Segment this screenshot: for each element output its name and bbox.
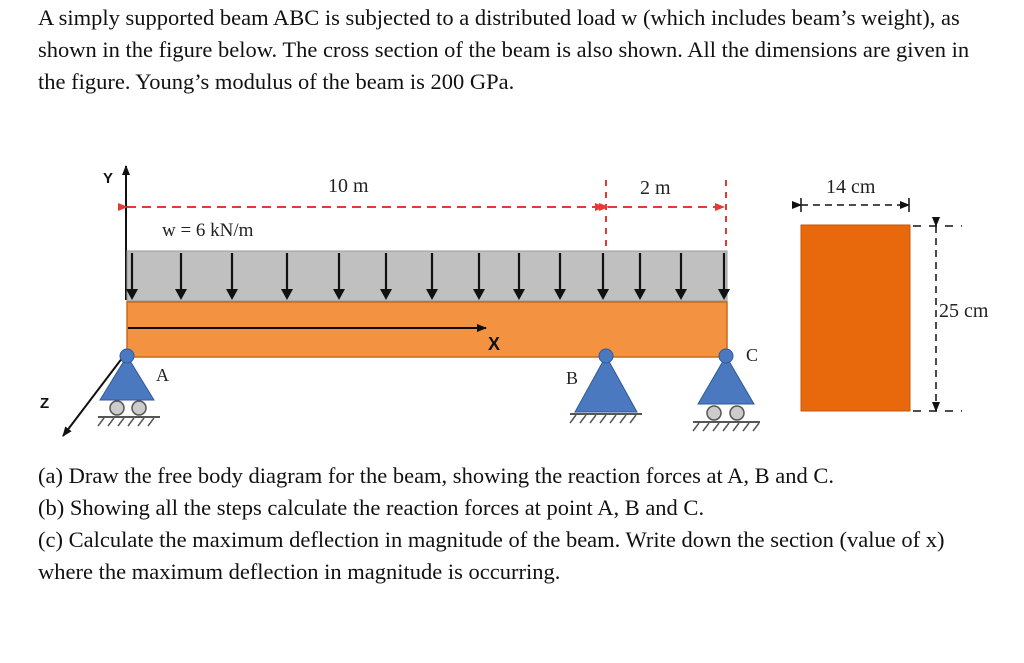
point-a-label: A xyxy=(156,365,169,385)
load-arrow xyxy=(473,253,485,300)
load-arrow xyxy=(281,253,293,300)
load-arrow xyxy=(226,253,238,300)
load-arrow xyxy=(634,253,646,300)
load-arrow xyxy=(597,253,609,300)
load-arrow xyxy=(426,253,438,300)
load-arrow xyxy=(126,253,138,300)
load-arrow xyxy=(333,253,345,300)
section-height-label: 25 cm xyxy=(939,300,989,322)
load-arrow xyxy=(513,253,525,300)
span-bc-label: 2 m xyxy=(640,177,671,199)
y-axis-label: Y xyxy=(103,170,113,187)
load-arrow xyxy=(175,253,187,300)
section-width-label: 14 cm xyxy=(826,176,876,198)
z-axis-label: Z xyxy=(40,395,49,412)
z-axis-arrow xyxy=(62,352,127,437)
support-c xyxy=(692,348,760,432)
span-ab-label: 10 m xyxy=(328,175,369,197)
problem-statement: A simply supported beam ABC is subjected… xyxy=(38,5,970,94)
load-label: w = 6 kN/m xyxy=(162,220,254,241)
support-b xyxy=(569,348,642,424)
cross-section xyxy=(800,224,911,412)
point-c-label: C xyxy=(746,345,758,365)
load-arrow xyxy=(675,253,687,300)
point-b-label: B xyxy=(566,368,578,388)
question-c: (c) Calculate the maximum deflection in … xyxy=(38,527,945,584)
load-arrow xyxy=(718,253,730,300)
load-arrow xyxy=(380,253,392,300)
load-arrows xyxy=(126,253,730,300)
question-a: (a) Draw the free body diagram for the b… xyxy=(38,463,834,488)
question-b: (b) Showing all the steps calculate the … xyxy=(38,495,705,520)
load-arrow xyxy=(554,253,566,300)
beam xyxy=(126,301,728,358)
distributed-load-band xyxy=(126,250,728,302)
support-a xyxy=(97,348,160,427)
x-axis-label: X xyxy=(488,334,500,354)
questions: (a) Draw the free body diagram for the b… xyxy=(38,460,998,588)
